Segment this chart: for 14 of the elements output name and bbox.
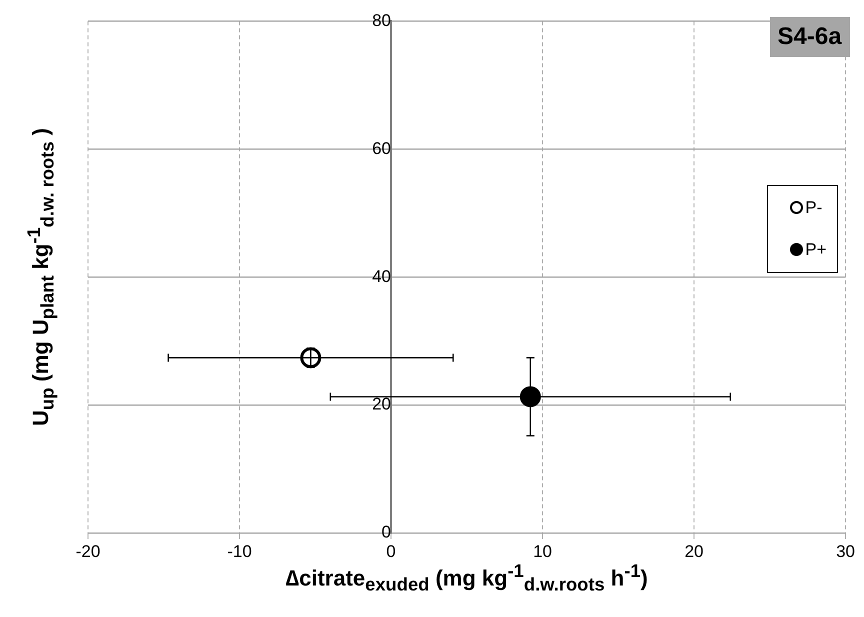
y-tick-label: 40 <box>372 266 392 286</box>
x-axis-title: ∆citrate$_{exuded}$ (mg kg$^{-1}$$_{d.w.roots}$ h$^{-1}$) <box>284 560 649 596</box>
annotation: S4-6a <box>770 17 850 58</box>
y-tick-label: 60 <box>372 138 392 158</box>
x-tick-label: 20 <box>684 542 704 561</box>
legend-label: P+ <box>805 240 827 260</box>
x-tick-label: -10 <box>227 542 252 561</box>
x-tick-label: 10 <box>533 542 552 561</box>
y-tick-label: 20 <box>372 394 392 414</box>
y-tick-label: 80 <box>372 10 392 30</box>
legend-label: P- <box>805 198 822 218</box>
x-tick-label: 30 <box>836 542 856 561</box>
x-tick-label: -20 <box>76 542 100 561</box>
y-tick-label: 0 <box>382 522 392 542</box>
